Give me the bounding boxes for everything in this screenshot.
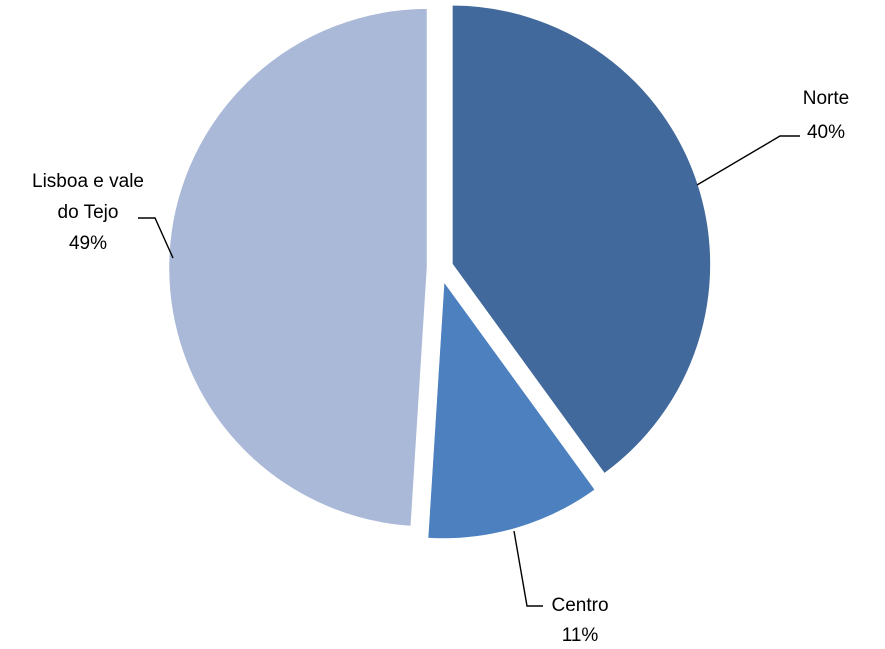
slice-labels: Norte 40% Centro 11% Lisboa e vale do Tejo 49% xyxy=(32,88,849,646)
leader-line xyxy=(696,135,800,186)
leader-line xyxy=(138,217,174,259)
leader-line xyxy=(513,530,543,607)
slice-value-label: 49% xyxy=(69,233,107,254)
pie-slices xyxy=(166,3,713,541)
slice-category-label: do Tejo xyxy=(58,202,119,223)
pie-slice-lisboa-e-vale-do-tejo xyxy=(166,6,430,529)
leader-lines xyxy=(138,135,800,607)
slice-value-label: 40% xyxy=(807,122,845,143)
slice-category-label: Centro xyxy=(551,595,608,616)
slice-category-label: Lisboa e vale xyxy=(32,171,144,192)
pie-slice-centro xyxy=(425,278,598,541)
slice-category-label: Norte xyxy=(803,88,849,109)
slice-value-label: 11% xyxy=(562,625,599,646)
